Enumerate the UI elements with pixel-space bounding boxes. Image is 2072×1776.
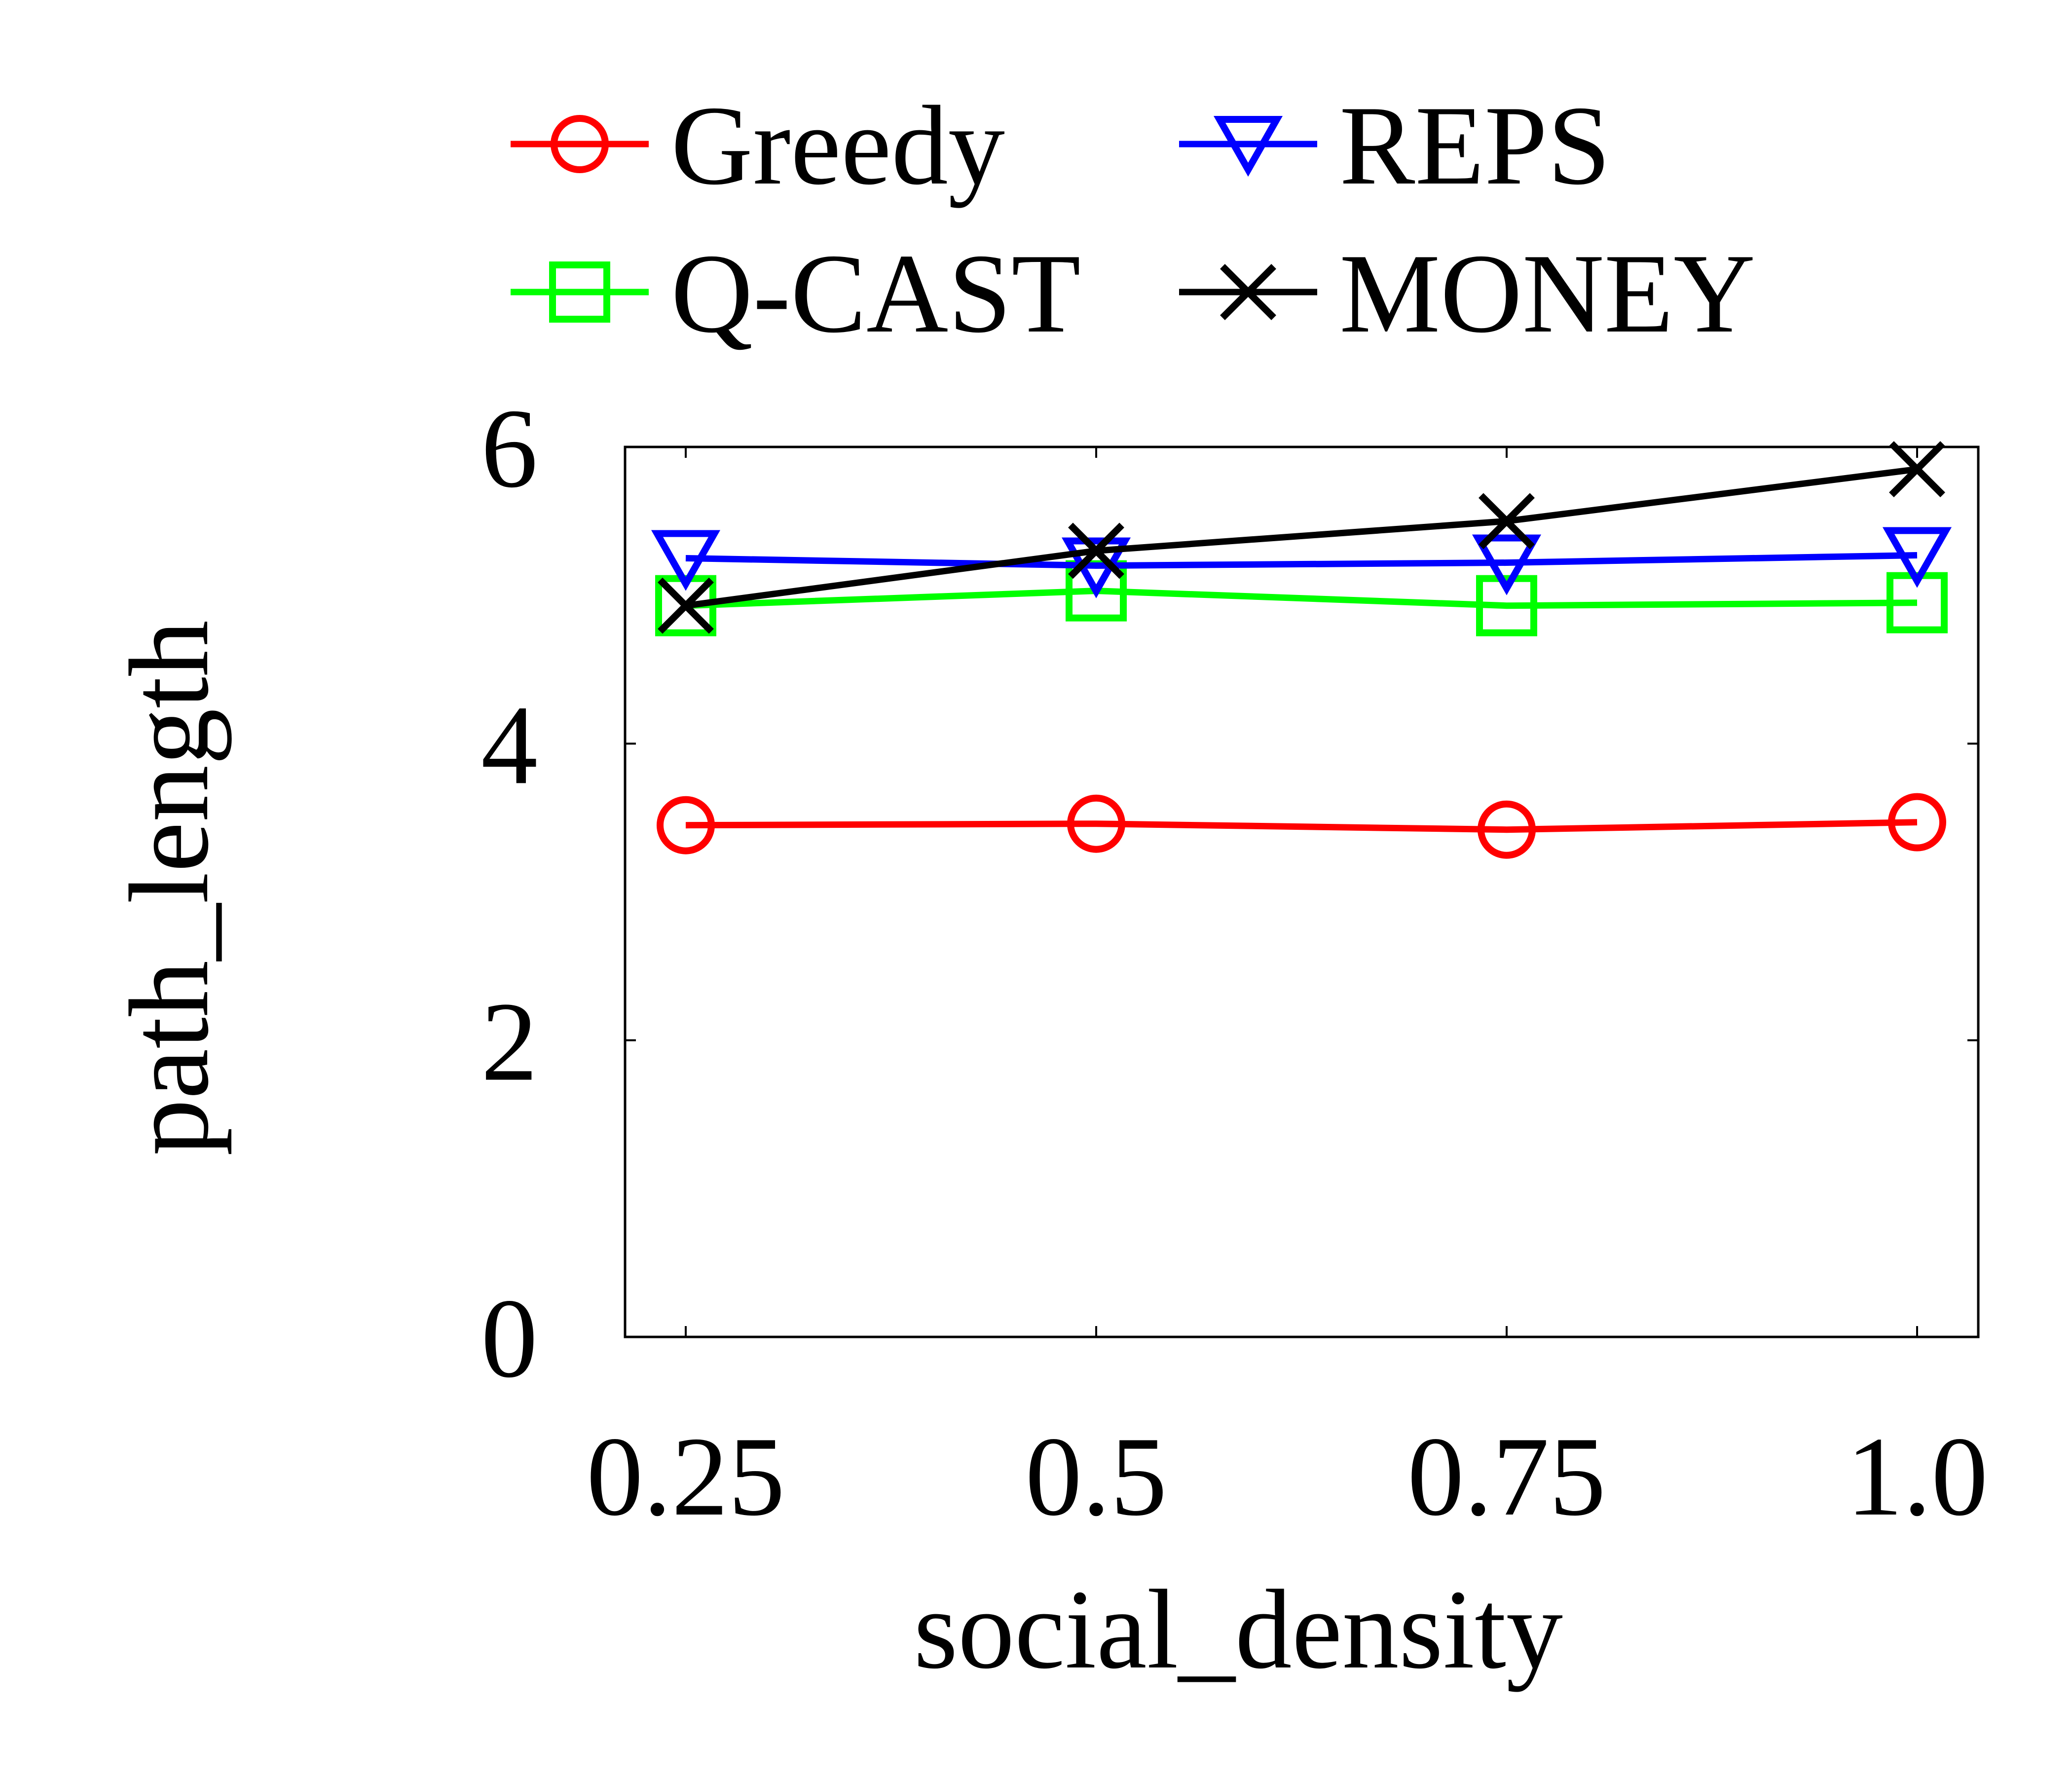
- legend-label: Q-CAST: [671, 230, 1081, 356]
- series-line: [685, 552, 1918, 569]
- data-point: [1479, 493, 1535, 550]
- data-point: [1478, 800, 1536, 859]
- legend-marker: [1213, 116, 1283, 177]
- legend-item: Q-CAST: [511, 230, 1081, 356]
- x-tick-label: 0.5: [1025, 1413, 1167, 1539]
- legend-item: Greedy: [511, 82, 1005, 208]
- x-tick-label: 1.0: [1846, 1413, 1988, 1539]
- legend: Greedy REPS Q-CAST MONEY: [511, 82, 1755, 356]
- legend-marker: [1220, 264, 1276, 320]
- legend-label: Greedy: [671, 82, 1005, 208]
- x-tick-label: 0.25: [587, 1413, 785, 1539]
- y-axis-title: path_length: [106, 620, 232, 1156]
- series-q-cast: [655, 560, 1948, 636]
- data-point: [1472, 534, 1542, 595]
- series-layer: [651, 441, 1952, 859]
- data-point: [651, 530, 721, 591]
- series-line: [685, 588, 1918, 609]
- plot-area: [624, 441, 1980, 1338]
- data-point: [657, 796, 715, 854]
- legend-marker: [551, 115, 609, 173]
- series-money: [658, 441, 1945, 634]
- legend-item: MONEY: [1179, 230, 1755, 356]
- legend-item: REPS: [1179, 82, 1611, 208]
- data-point: [1068, 522, 1124, 579]
- series-line: [685, 466, 1918, 609]
- series-greedy: [657, 793, 1946, 859]
- data-point: [1476, 575, 1537, 636]
- data-point: [1882, 527, 1952, 588]
- axis-ticks: [625, 446, 1978, 1338]
- y-tick-label: 0: [481, 1275, 538, 1401]
- data-point: [658, 577, 714, 634]
- x-tick-label: 0.75: [1407, 1413, 1606, 1539]
- series-line: [685, 819, 1918, 833]
- data-point: [1067, 794, 1125, 853]
- legend-label: MONEY: [1339, 230, 1755, 356]
- legend-label: REPS: [1339, 82, 1611, 208]
- tick-labels: 0.25 0.5 0.75 1.0 0 2 4 6: [481, 385, 1988, 1539]
- data-point: [1888, 793, 1946, 851]
- y-tick-label: 6: [481, 385, 538, 511]
- legend-marker: [549, 261, 610, 323]
- y-tick-label: 4: [481, 682, 538, 808]
- data-point: [1889, 441, 1945, 498]
- y-tick-label: 2: [481, 979, 538, 1105]
- x-axis-title: social_density: [914, 1566, 1563, 1692]
- plot-frame: [624, 445, 1980, 1338]
